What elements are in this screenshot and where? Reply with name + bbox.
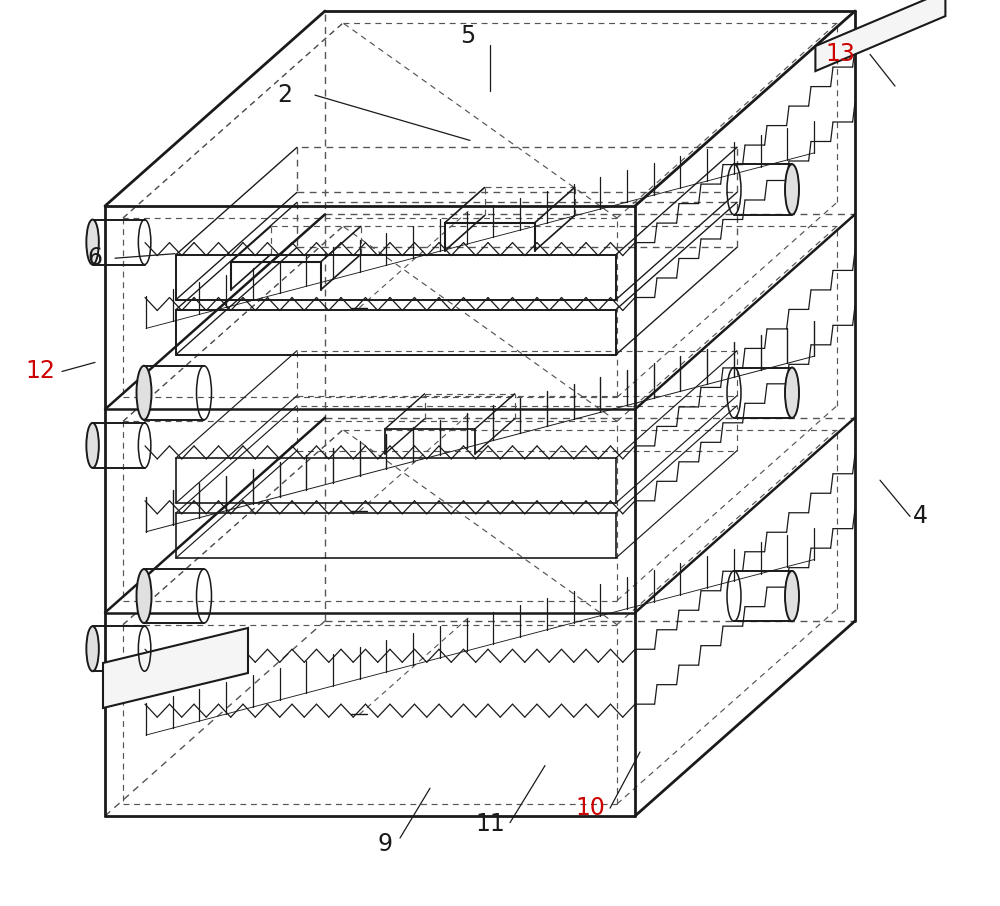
Ellipse shape — [136, 366, 152, 419]
Text: 5: 5 — [460, 24, 476, 48]
Text: 13: 13 — [825, 43, 855, 66]
Ellipse shape — [785, 164, 799, 215]
Text: 2: 2 — [278, 83, 292, 107]
Ellipse shape — [785, 368, 799, 418]
Text: 9: 9 — [378, 833, 392, 856]
Ellipse shape — [785, 571, 799, 622]
Text: 4: 4 — [912, 505, 928, 528]
Ellipse shape — [136, 569, 152, 623]
Ellipse shape — [86, 626, 99, 671]
Text: 6: 6 — [88, 246, 103, 270]
Text: 12: 12 — [25, 360, 55, 383]
Ellipse shape — [86, 219, 99, 265]
Ellipse shape — [86, 423, 99, 467]
Polygon shape — [815, 0, 945, 71]
Text: 11: 11 — [475, 813, 505, 836]
Text: 10: 10 — [575, 796, 605, 820]
Polygon shape — [103, 628, 248, 708]
